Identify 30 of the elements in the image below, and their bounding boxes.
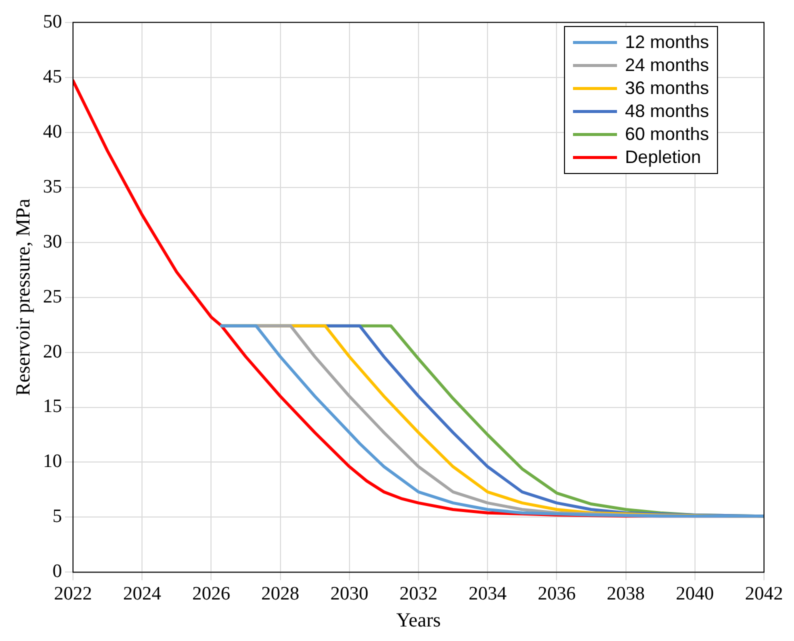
x-axis-title: Years: [396, 609, 442, 632]
y-tick-label: 25: [43, 286, 62, 308]
legend-label: 12 months: [624, 31, 709, 54]
x-tick-label: 2042: [745, 584, 783, 605]
y-tick-label: 5: [52, 506, 62, 528]
y-tick-label: 30: [43, 231, 62, 252]
x-tick-label: 2028: [261, 584, 300, 605]
x-tick-label: 2026: [192, 584, 230, 605]
y-tick-label: 50: [43, 11, 62, 32]
x-tick-label: 2024: [123, 584, 162, 605]
y-axis-title: Reservoir pressure, MPa: [12, 198, 34, 396]
x-tick-label: 2032: [400, 584, 438, 605]
legend-label: 48 months: [624, 100, 709, 123]
y-tick-label: 40: [43, 121, 62, 142]
x-tick-label: 2036: [538, 584, 576, 605]
legend-label: Depletion: [624, 146, 701, 169]
x-tick-label: 2030: [330, 584, 368, 605]
x-tick-label: 2022: [54, 584, 92, 605]
legend-label: 36 months: [624, 77, 709, 100]
y-tick-label: 0: [52, 561, 62, 582]
y-tick-label: 15: [43, 396, 62, 418]
x-tick-label: 2038: [606, 584, 645, 605]
y-tick-label: 45: [43, 66, 62, 88]
y-tick-label: 10: [43, 451, 62, 472]
y-tick-label: 35: [43, 176, 62, 198]
y-tick-label: 20: [43, 341, 62, 362]
x-tick-label: 2034: [468, 584, 508, 605]
x-tick-label: 2040: [676, 584, 714, 605]
legend-label: 60 months: [624, 123, 709, 146]
legend-label: 24 months: [624, 54, 709, 77]
